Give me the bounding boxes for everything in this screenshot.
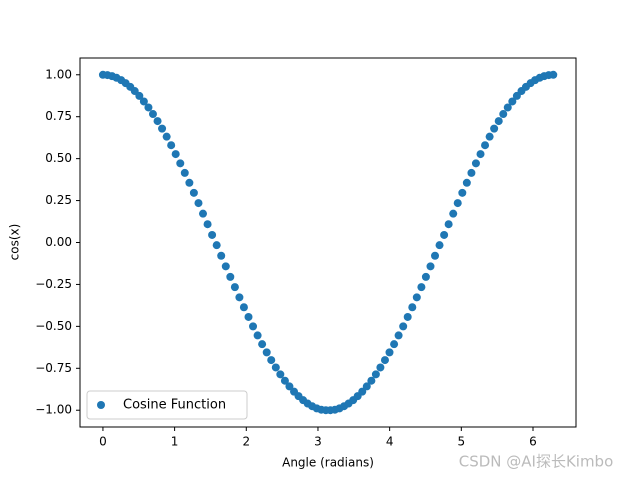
point (412, 293, 421, 302)
point (194, 199, 203, 208)
point (139, 97, 148, 106)
point (221, 262, 230, 271)
plot-frame (79, 57, 577, 428)
point (158, 124, 167, 133)
point (253, 331, 262, 340)
point (499, 110, 508, 119)
point (417, 283, 426, 292)
y-axis-label: cos(x) (8, 224, 22, 261)
point (171, 150, 180, 159)
point (449, 209, 458, 218)
point (440, 230, 449, 239)
y-tick-label: 0.50 (45, 151, 72, 165)
point (285, 382, 294, 391)
point (367, 376, 376, 385)
point (471, 159, 480, 168)
point (431, 251, 440, 260)
point (394, 331, 403, 340)
point (203, 220, 212, 229)
point (426, 262, 435, 271)
point (185, 178, 194, 187)
point (444, 220, 453, 229)
x-tick-label: 6 (529, 435, 537, 449)
point (453, 199, 462, 208)
point (267, 356, 276, 365)
point (162, 132, 171, 141)
point (208, 230, 217, 239)
point (226, 272, 235, 281)
point (490, 124, 499, 133)
point (280, 376, 289, 385)
point (549, 70, 558, 79)
point (508, 97, 517, 106)
x-tick-label: 1 (171, 435, 179, 449)
point (399, 322, 408, 331)
point (230, 283, 239, 292)
legend-marker (97, 401, 105, 409)
x-tick-label: 2 (242, 435, 250, 449)
point (467, 168, 476, 177)
point (371, 370, 380, 379)
y-tick-label: 0.75 (45, 109, 72, 123)
point (435, 241, 444, 250)
y-tick-label: 0.25 (45, 193, 72, 207)
point (153, 117, 162, 126)
point (262, 348, 271, 357)
point (176, 159, 185, 168)
point (390, 340, 399, 349)
point (148, 110, 157, 119)
y-tick-label: −0.25 (35, 277, 72, 291)
point (403, 312, 412, 321)
x-tick-label: 0 (99, 435, 107, 449)
x-tick-label: 4 (386, 435, 394, 449)
point (244, 312, 253, 321)
point (198, 209, 207, 218)
point (476, 150, 485, 159)
y-tick-label: 1.00 (45, 67, 72, 81)
point (276, 370, 285, 379)
point (189, 188, 198, 197)
point (271, 363, 280, 372)
point (485, 132, 494, 141)
point (408, 303, 417, 312)
y-tick-label: −1.00 (35, 403, 72, 417)
point (358, 387, 367, 396)
point (481, 141, 490, 150)
y-tick-label: −0.75 (35, 361, 72, 375)
legend-box (86, 390, 248, 420)
point (217, 251, 226, 260)
y-tick-label: −0.50 (35, 319, 72, 333)
legend-label: Cosine Function (123, 398, 226, 413)
point (258, 340, 267, 349)
point (385, 348, 394, 357)
x-axis-label: Angle (radians) (282, 456, 374, 470)
x-tick-label: 5 (457, 435, 465, 449)
x-tick-label: 3 (314, 435, 322, 449)
point (362, 382, 371, 391)
y-tick-label: 0.00 (45, 235, 72, 249)
point (380, 356, 389, 365)
point (458, 188, 467, 197)
point (421, 272, 430, 281)
point (144, 103, 153, 112)
point (235, 293, 244, 302)
point (376, 363, 385, 372)
point (249, 322, 258, 331)
point (494, 117, 503, 126)
point (212, 241, 221, 250)
point (462, 178, 471, 187)
point (239, 303, 248, 312)
point (135, 91, 144, 100)
point (503, 103, 512, 112)
point (180, 168, 189, 177)
point (167, 141, 176, 150)
watermark: CSDN @AI探长Kimbo (459, 453, 614, 471)
